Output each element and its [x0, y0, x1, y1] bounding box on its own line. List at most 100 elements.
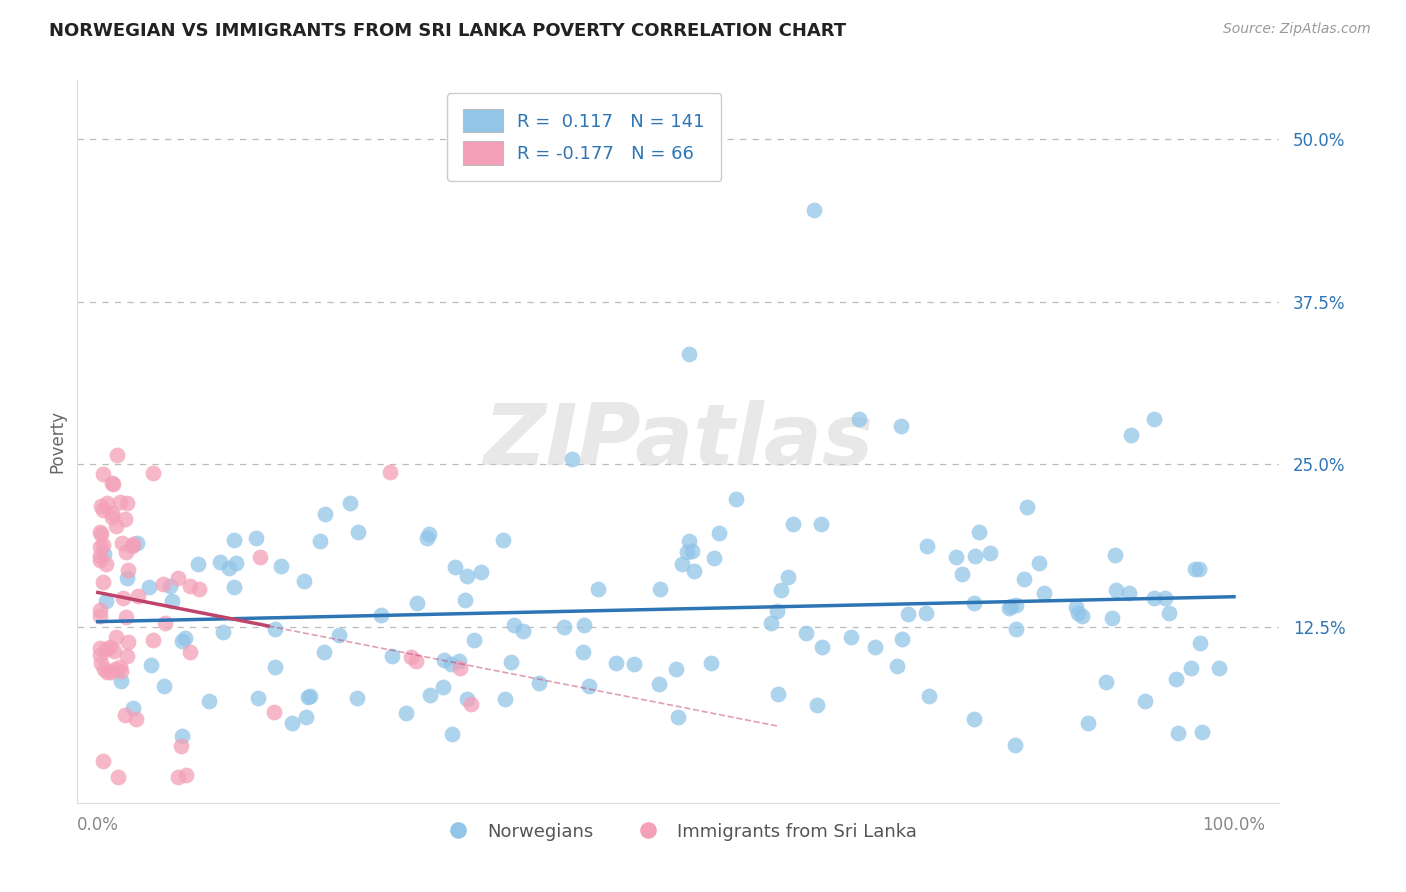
Point [572, 645, 595, 659]
Point [1135, 694, 1157, 708]
Point [456, 692, 478, 706]
Point [90, 499, 112, 513]
Point [1104, 548, 1126, 562]
Point [263, 705, 285, 719]
Point [89, 648, 111, 662]
Point [432, 680, 454, 694]
Point [108, 494, 131, 508]
Point [309, 533, 332, 548]
Point [280, 715, 302, 730]
Point [683, 564, 706, 578]
Point [561, 452, 583, 467]
Point [1077, 715, 1099, 730]
Point [890, 419, 912, 434]
Point [605, 656, 627, 670]
Point [166, 571, 188, 585]
Point [463, 633, 485, 648]
Point [945, 550, 967, 565]
Point [433, 653, 456, 667]
Point [314, 507, 336, 521]
Point [572, 618, 595, 632]
Point [503, 618, 526, 632]
Text: NORWEGIAN VS IMMIGRANTS FROM SRI LANKA POVERTY CORRELATION CHART: NORWEGIAN VS IMMIGRANTS FROM SRI LANKA P… [49, 22, 846, 40]
Legend: Norwegians, Immigrants from Sri Lanka: Norwegians, Immigrants from Sri Lanka [433, 815, 924, 848]
Point [460, 697, 482, 711]
Point [891, 632, 914, 647]
Point [94, 594, 117, 608]
Point [100, 475, 122, 490]
Point [806, 698, 828, 712]
Point [553, 620, 575, 634]
Point [1017, 500, 1039, 514]
Point [979, 546, 1001, 560]
Point [440, 727, 463, 741]
Point [998, 600, 1021, 615]
Point [1119, 427, 1142, 442]
Point [1032, 586, 1054, 600]
Point [794, 626, 817, 640]
Point [295, 710, 318, 724]
Point [297, 690, 319, 704]
Point [160, 593, 183, 607]
Point [114, 609, 136, 624]
Point [1028, 556, 1050, 570]
Point [328, 628, 350, 642]
Point [1000, 599, 1022, 614]
Point [179, 579, 201, 593]
Point [1005, 623, 1028, 637]
Point [211, 624, 233, 639]
Point [671, 557, 693, 571]
Point [89, 549, 111, 563]
Point [950, 567, 973, 582]
Point [512, 624, 534, 639]
Point [298, 690, 321, 704]
Point [93, 503, 115, 517]
Point [218, 561, 240, 575]
Point [399, 650, 422, 665]
Point [197, 694, 219, 708]
Point [89, 553, 111, 567]
Point [90, 656, 112, 670]
Point [89, 525, 111, 540]
Point [107, 770, 129, 784]
Point [292, 574, 315, 588]
Point [1191, 725, 1213, 739]
Point [111, 535, 134, 549]
Point [110, 664, 132, 678]
Point [499, 655, 522, 669]
Point [1101, 611, 1123, 625]
Point [111, 591, 134, 606]
Point [152, 679, 174, 693]
Point [170, 739, 193, 753]
Point [264, 660, 287, 674]
Point [380, 465, 402, 479]
Point [174, 768, 197, 782]
Point [222, 580, 245, 594]
Text: Source: ZipAtlas.com: Source: ZipAtlas.com [1223, 22, 1371, 37]
Point [449, 660, 471, 674]
Point [125, 712, 148, 726]
Point [666, 709, 689, 723]
Point [419, 688, 441, 702]
Point [444, 560, 467, 574]
Point [1118, 586, 1140, 600]
Text: ZIPatlas: ZIPatlas [484, 400, 873, 483]
Point [678, 534, 700, 549]
Point [187, 557, 209, 571]
Point [703, 551, 725, 566]
Point [1164, 672, 1187, 686]
Point [142, 633, 165, 648]
Point [769, 582, 792, 597]
Point [405, 654, 427, 668]
Point [264, 622, 287, 636]
Point [724, 492, 747, 507]
Point [114, 708, 136, 723]
Point [142, 466, 165, 480]
Point [1014, 573, 1036, 587]
Point [810, 517, 832, 532]
Point [1095, 674, 1118, 689]
Point [1143, 411, 1166, 425]
Point [187, 582, 209, 596]
Point [105, 448, 128, 462]
Point [91, 754, 114, 768]
